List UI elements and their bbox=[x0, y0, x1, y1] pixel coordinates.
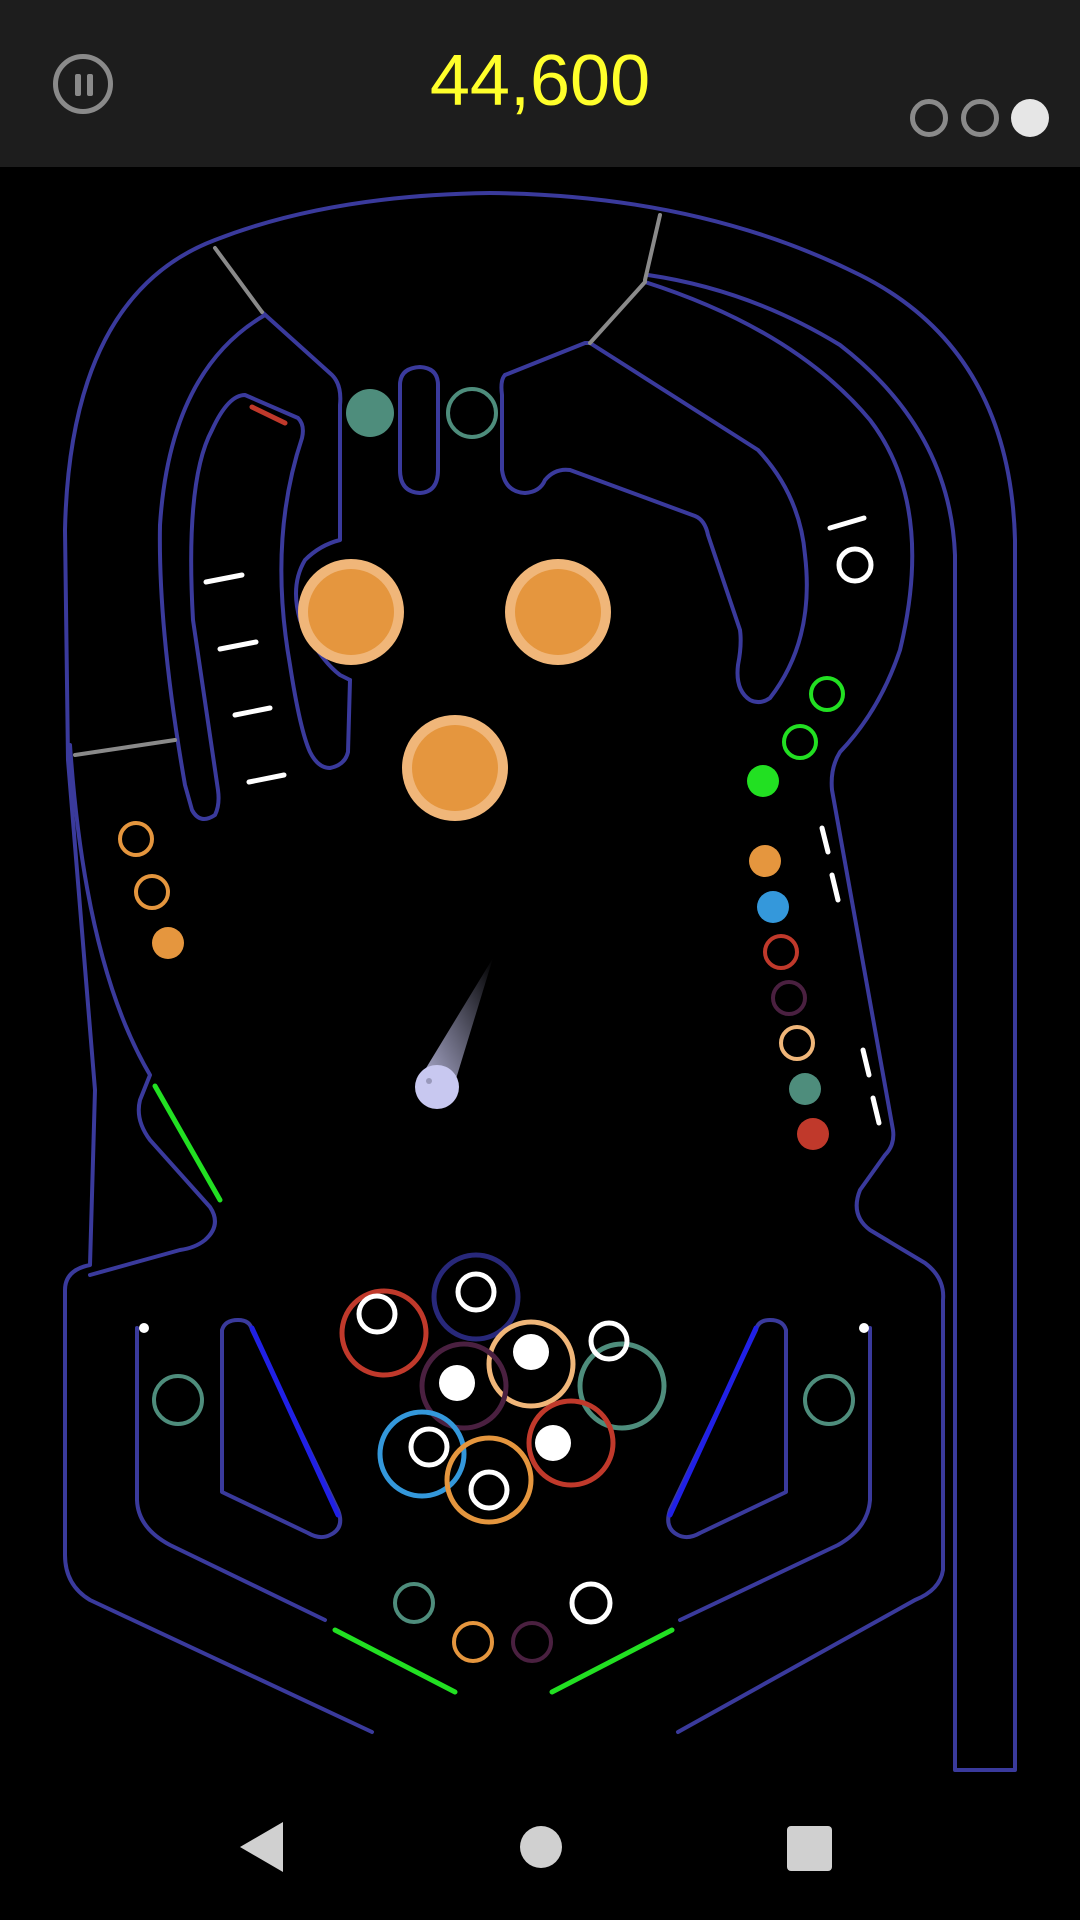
center-post bbox=[398, 365, 440, 495]
ball-indicator-2 bbox=[961, 99, 999, 137]
red-lane-marker bbox=[249, 404, 288, 426]
right-flipper bbox=[549, 1627, 675, 1695]
right-post bbox=[859, 1323, 869, 1333]
left-inlane bbox=[135, 1326, 327, 1622]
outer-wall bbox=[63, 191, 1017, 1772]
right-target bbox=[803, 1374, 855, 1426]
pause-icon bbox=[75, 74, 81, 96]
top-bar: 44,600 bbox=[0, 0, 1080, 167]
gate-right-diagonal bbox=[588, 280, 647, 345]
target-cluster bbox=[339, 1252, 667, 1525]
left-upper-kicker bbox=[152, 1083, 223, 1203]
bottom-rollovers bbox=[393, 1581, 613, 1663]
ball-indicator-3 bbox=[1011, 99, 1049, 137]
right-center-wall bbox=[499, 341, 809, 705]
pause-icon-bar bbox=[87, 74, 93, 96]
left-target bbox=[152, 1374, 204, 1426]
right-inner-rail bbox=[643, 280, 946, 1734]
left-inner-rail bbox=[157, 313, 352, 821]
right-lane-lights bbox=[747, 546, 874, 1150]
right-slingshot-frame bbox=[666, 1318, 788, 1540]
pop-bumpers bbox=[298, 559, 611, 821]
lane-dashes bbox=[203, 515, 882, 1126]
pause-button[interactable] bbox=[53, 54, 113, 114]
left-post bbox=[139, 1323, 149, 1333]
left-slingshot bbox=[249, 1325, 341, 1518]
gates bbox=[73, 213, 662, 757]
left-outer-lane bbox=[68, 743, 217, 1277]
home-circle-icon[interactable] bbox=[520, 1826, 562, 1868]
gate-top-right bbox=[643, 213, 662, 282]
gate-left-side bbox=[73, 738, 177, 757]
pinball-ball bbox=[415, 1065, 459, 1109]
left-slingshot-frame bbox=[220, 1318, 343, 1540]
right-inlane bbox=[678, 1326, 872, 1622]
ball-indicator-1 bbox=[910, 99, 948, 137]
left-flipper bbox=[332, 1627, 458, 1695]
walls bbox=[63, 191, 1017, 1772]
top-rollovers bbox=[346, 387, 498, 439]
back-triangle-icon[interactable] bbox=[240, 1822, 283, 1872]
ball-highlight bbox=[426, 1078, 432, 1084]
gate-top-left bbox=[213, 246, 264, 314]
pinball-table[interactable] bbox=[0, 167, 1080, 1790]
ball-trail bbox=[420, 958, 493, 1092]
recents-square-icon[interactable] bbox=[787, 1826, 832, 1871]
score-display: 44,600 bbox=[429, 41, 651, 121]
left-lane-lights bbox=[118, 821, 184, 959]
green-guides bbox=[152, 1083, 675, 1695]
right-slingshot bbox=[667, 1325, 759, 1518]
slingshots bbox=[249, 1325, 759, 1518]
right-center-top bbox=[503, 341, 592, 377]
